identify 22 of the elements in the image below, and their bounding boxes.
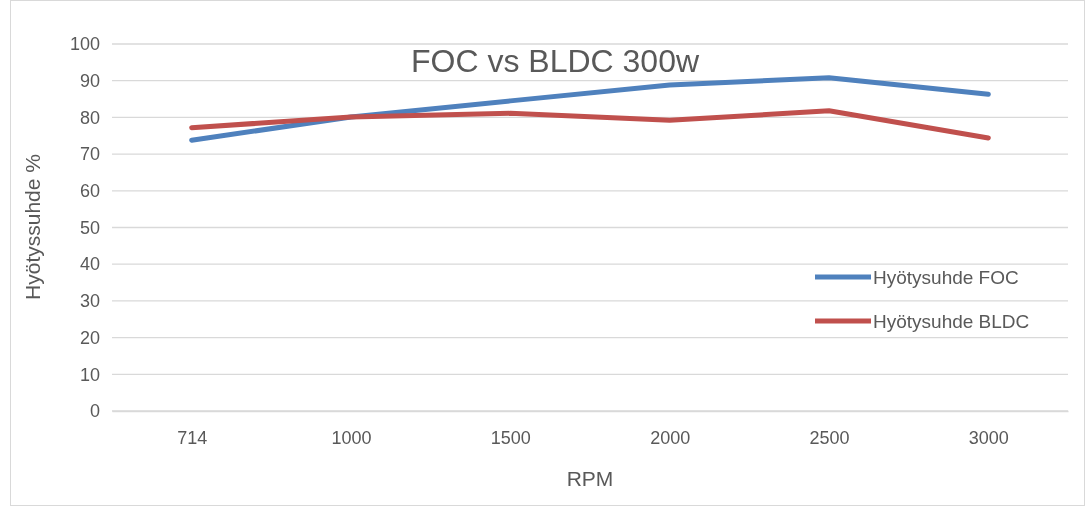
y-tick-label: 60 xyxy=(79,181,100,202)
x-tick-label: 1000 xyxy=(331,427,372,448)
y-tick-label: 10 xyxy=(79,364,100,385)
y-tick-label: 80 xyxy=(79,107,100,128)
y-axis-title: Hyötyssuhde % xyxy=(21,154,44,300)
x-tick-label: 2500 xyxy=(809,427,850,448)
y-tick-label: 50 xyxy=(79,217,100,238)
legend-label: Hyötysuhde FOC xyxy=(873,267,1019,288)
y-tick-label: 20 xyxy=(79,327,100,348)
legend-label: Hyötysuhde BLDC xyxy=(873,311,1030,332)
y-tick-label: 100 xyxy=(69,34,100,55)
y-tick-label: 0 xyxy=(89,401,100,422)
x-tick-label: 1500 xyxy=(490,427,531,448)
x-tick-label: 2000 xyxy=(650,427,691,448)
y-tick-label: 30 xyxy=(79,291,100,312)
y-tick-label: 40 xyxy=(79,254,100,275)
x-tick-label: 3000 xyxy=(968,427,1009,448)
chart-title: FOC vs BLDC 300w xyxy=(410,43,700,79)
y-tick-label: 70 xyxy=(79,144,100,165)
x-axis-title: RPM xyxy=(566,467,614,490)
y-tick-label: 90 xyxy=(79,70,100,91)
x-tick-label: 714 xyxy=(177,427,208,448)
